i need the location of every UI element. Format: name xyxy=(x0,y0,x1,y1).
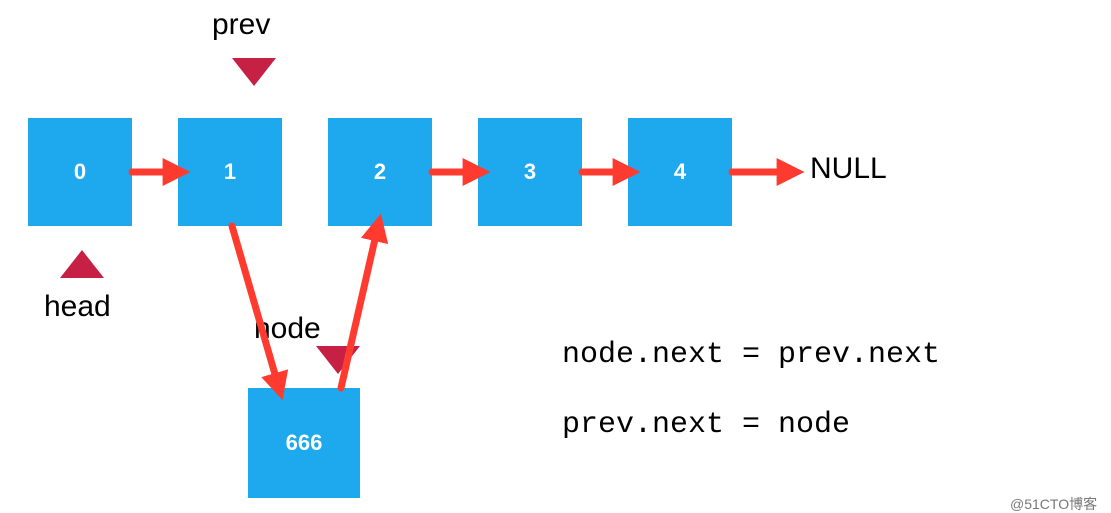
edge-n1-to-n666 xyxy=(232,226,279,388)
code-line-1: node.next = prev.next xyxy=(562,338,940,372)
list-node-1: 1 xyxy=(178,118,282,226)
prev-marker-icon xyxy=(232,58,276,86)
list-node-1-label: 1 xyxy=(224,159,236,185)
list-node-2-label: 2 xyxy=(374,159,386,185)
head-marker-icon xyxy=(60,250,104,278)
list-node-4-label: 4 xyxy=(674,159,686,185)
node-pointer-label: node xyxy=(254,312,321,346)
list-node-2: 2 xyxy=(328,118,432,226)
insert-node-666-label: 666 xyxy=(286,430,323,456)
head-pointer-label: head xyxy=(44,290,111,324)
code-line-2: prev.next = node xyxy=(562,408,850,442)
prev-pointer-label: prev xyxy=(212,8,270,42)
node-marker-icon xyxy=(316,346,360,374)
watermark-label: @51CTO博客 xyxy=(1010,494,1097,513)
list-node-0: 0 xyxy=(28,118,132,226)
list-node-3-label: 3 xyxy=(524,159,536,185)
null-terminator-label: NULL xyxy=(810,152,887,186)
list-node-3: 3 xyxy=(478,118,582,226)
list-node-4: 4 xyxy=(628,118,732,226)
insert-node-666: 666 xyxy=(248,388,360,498)
list-node-0-label: 0 xyxy=(74,159,86,185)
arrows-layer xyxy=(0,0,1111,513)
